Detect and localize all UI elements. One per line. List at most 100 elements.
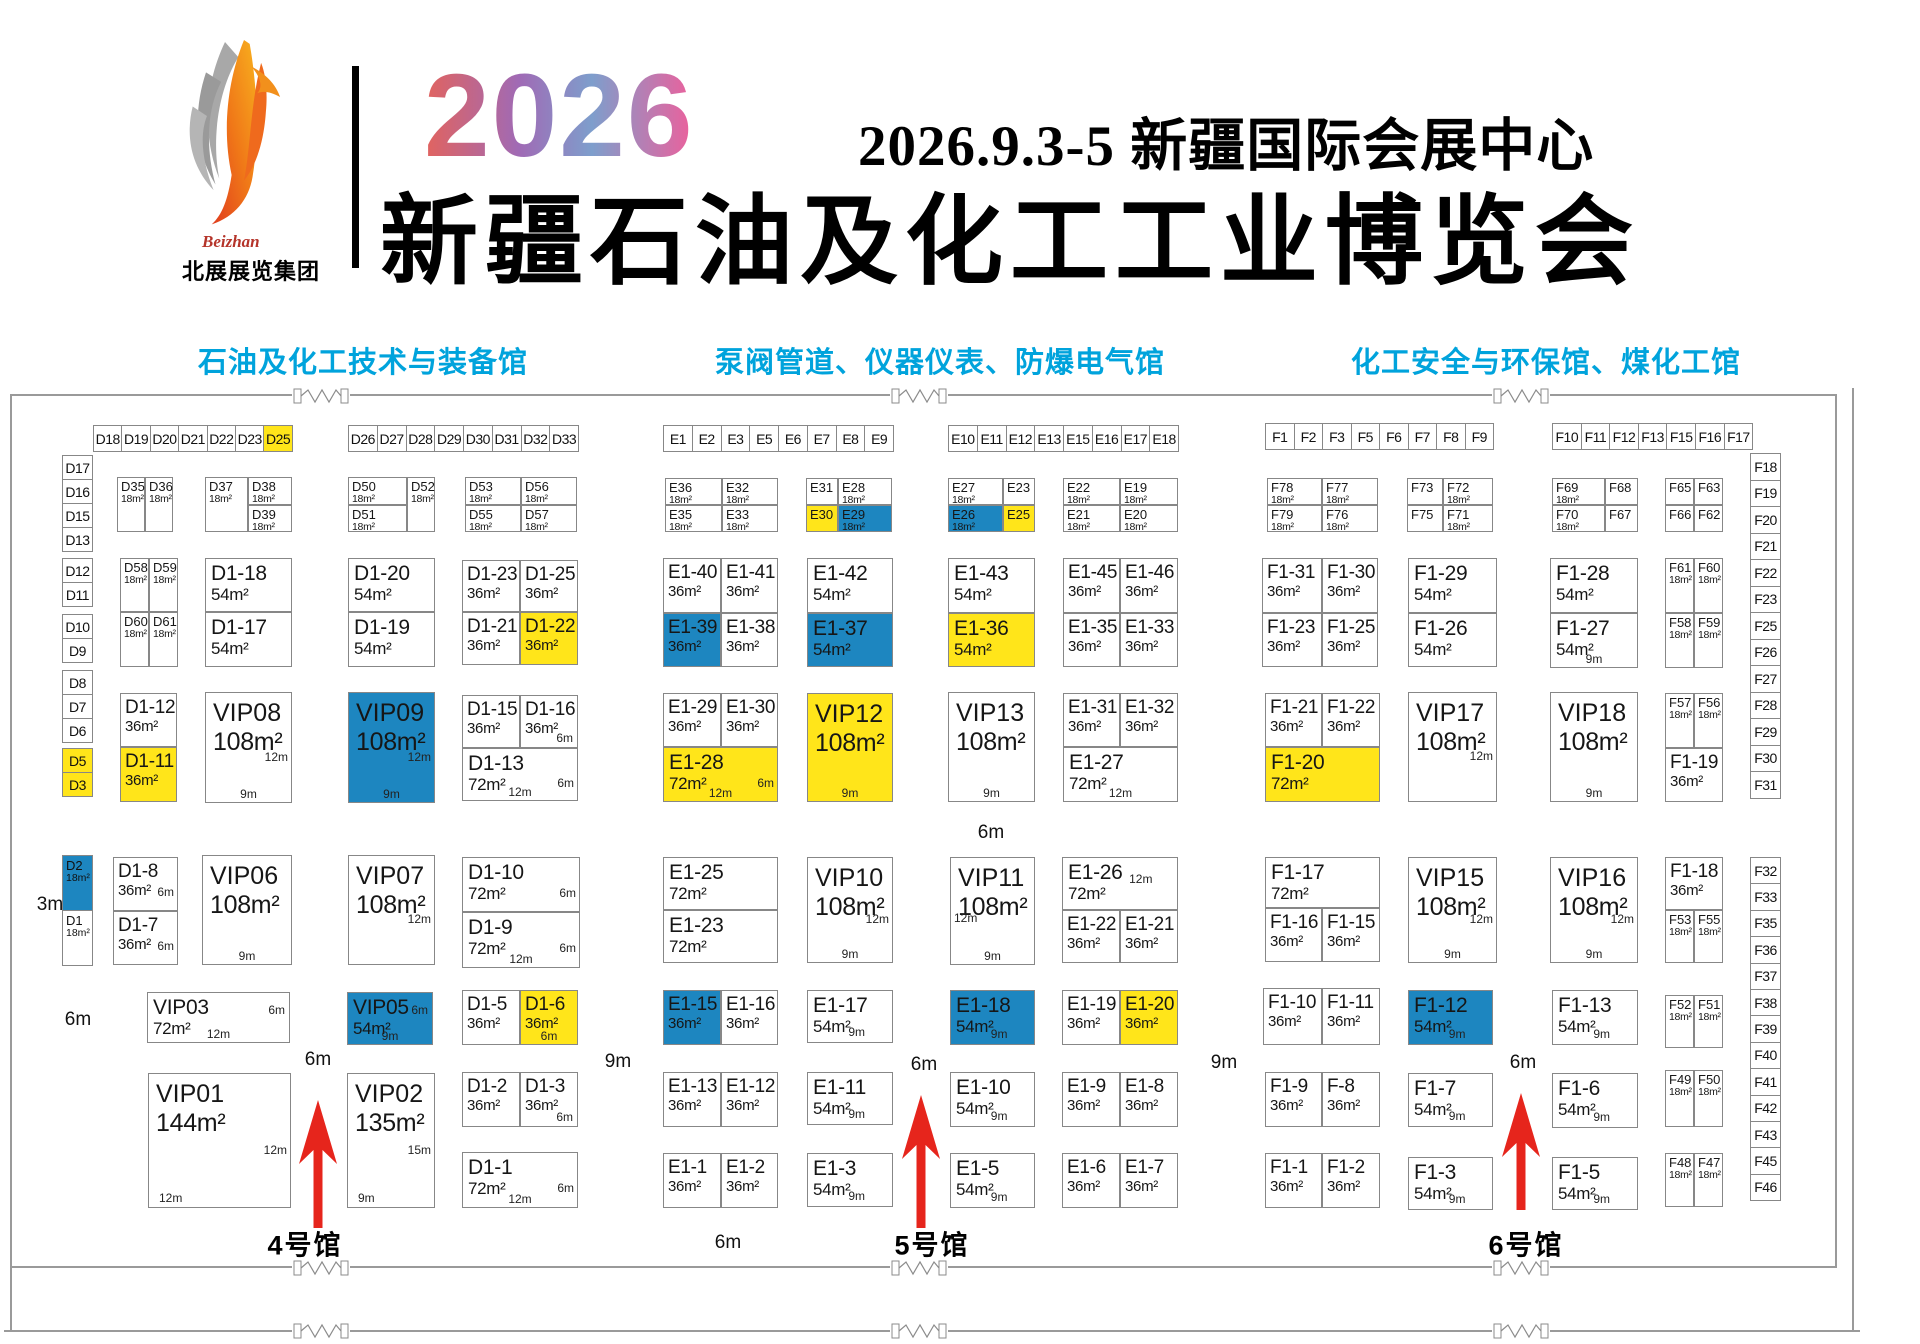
booth-id-label: VIP01: [156, 1080, 225, 1108]
booth-F55: F55 18m²: [1694, 910, 1723, 963]
booth-F1-29: F1-29 54m²: [1408, 558, 1497, 613]
cell-E11: E11: [976, 425, 1007, 452]
cell-F5: F5: [1350, 423, 1380, 450]
cell-E16: E16: [1091, 425, 1122, 452]
booth-id-label: E1-45: [1068, 562, 1118, 583]
booth-dim-label: 9m: [990, 1190, 1008, 1204]
logo-organization: 北展展览集团: [182, 259, 321, 284]
direction-arrow-icon: [1502, 1093, 1540, 1210]
booth-D1-22: D1-22 36m²: [520, 612, 578, 665]
booth-id-label: E22: [1067, 480, 1091, 495]
booth-id-label: E1-39: [668, 617, 718, 638]
booth-id-label: F1-10: [1268, 992, 1317, 1013]
booth-id-label: D1-11: [125, 751, 174, 772]
booth-E1-17: E1-17 54m² 9m: [807, 990, 893, 1043]
hall-name-label: 5号馆: [894, 1230, 970, 1261]
booth-D1-23: D1-23 36m²: [462, 560, 520, 612]
booth-dim-label: 12m: [1469, 749, 1493, 764]
booth-F50: F50 18m²: [1694, 1070, 1723, 1127]
booth-id-label: D50: [352, 479, 376, 494]
booth-id-label: F78: [1271, 480, 1294, 495]
booth-size-label: 18m²: [1271, 494, 1294, 506]
booth-id-label: D1-18: [211, 562, 267, 585]
booth-id-label: F1-28: [1556, 562, 1610, 585]
door-icon: [292, 1259, 350, 1277]
booth-id-label: F1-5: [1558, 1161, 1600, 1184]
booth-id-label: D1-7: [118, 915, 158, 936]
booth-D1-16: D1-16 36m² 6m: [520, 695, 578, 748]
booth-E1-20: E1-20 36m²: [1120, 990, 1178, 1045]
door-icon: [890, 1259, 948, 1277]
booth-dim-label: 6m: [556, 1110, 573, 1124]
booth-F1-22: F1-22 36m²: [1322, 693, 1380, 747]
booth-id-label: E1-42: [813, 562, 868, 585]
booth-id-label: F79: [1271, 507, 1294, 522]
booth-id-label: F1-22: [1327, 697, 1376, 718]
booth-E35: E35 18m²: [665, 505, 722, 533]
booth-id-label: VIP18: [1558, 699, 1627, 727]
booth-id-label: D1-23: [467, 564, 518, 585]
booth-dim-label: 12m: [1129, 872, 1153, 887]
booth-E20: E20 18m²: [1120, 505, 1178, 533]
booth-dim-label: 12m: [206, 1027, 231, 1041]
booth-id-label: D1-6: [525, 994, 565, 1015]
booth-dim-label: 9m: [984, 949, 1001, 963]
booth-id-label: D61: [153, 614, 177, 629]
cell-F21: F21: [1750, 532, 1781, 560]
wall-segment: [1852, 388, 1854, 1332]
booth-dim-label: 12m: [264, 749, 288, 764]
booth-size-label: 36m²: [726, 638, 759, 655]
booth-dim-label: 6m: [268, 1002, 285, 1017]
booth-id-label: E1-37: [813, 617, 868, 640]
booth-id-label: F51: [1698, 997, 1721, 1012]
booth-dim-label: 9m: [1448, 1027, 1466, 1041]
hall-section-label: 化工安全与环保馆、煤化工馆: [1350, 347, 1742, 379]
booth-id-label: F50: [1698, 1072, 1721, 1087]
booth-id-label: E1-43: [954, 562, 1009, 585]
booth-id-label: F60: [1698, 560, 1721, 575]
booth-id-label: VIP16: [1558, 864, 1627, 892]
booth-size-label: 54m²: [954, 585, 992, 604]
booth-dim-label: 9m: [841, 786, 859, 800]
booth-id-label: F1-27: [1556, 617, 1610, 640]
phoenix-logo-icon: [189, 40, 281, 225]
booth-id-label: F1-30: [1327, 562, 1376, 583]
booth-D1-20: D1-20 54m²: [348, 558, 435, 612]
aisle-dimension-label: 6m: [304, 1049, 332, 1070]
cell-D9: D9: [62, 638, 93, 663]
booth-id-label: E1-40: [668, 562, 718, 583]
cell-F36: F36: [1750, 936, 1781, 964]
cell-D17: D17: [62, 455, 93, 480]
booth-F61: F61 18m²: [1665, 558, 1694, 613]
cell-E18: E18: [1149, 425, 1179, 452]
booth-id-label: E1-15: [668, 994, 718, 1015]
booth-id-label: E33: [726, 507, 750, 522]
booth-id-label: F71: [1447, 507, 1470, 522]
booth-size-label: 54m²: [1556, 640, 1594, 659]
booth-dim-label: 12m: [1469, 912, 1493, 927]
booth-F67: F67: [1605, 505, 1638, 532]
booth-E1-10: E1-10 54m² 9m: [950, 1072, 1035, 1127]
booth-size-label: 18m²: [124, 628, 147, 640]
cell-F3: F3: [1322, 423, 1352, 450]
cell-D28: D28: [405, 425, 436, 452]
cell-D3: D3: [62, 772, 93, 797]
booth-dim-label: 6m: [559, 941, 576, 956]
booth-id-label: E20: [1124, 507, 1148, 522]
cell-D25: D25: [263, 425, 293, 452]
cell-F35: F35: [1750, 909, 1781, 938]
booth-id-label: D1-1: [468, 1156, 513, 1179]
booth-E30: E30: [806, 505, 838, 532]
booth-size-label: 36m²: [1327, 1013, 1360, 1030]
booth-size-label: 36m²: [118, 936, 151, 953]
booth-D38: D38 18m²: [248, 477, 292, 505]
booth-id-label: D1-3: [525, 1076, 565, 1097]
booth-id-label: E1-18: [956, 994, 1011, 1017]
booth-id-label: E1-25: [669, 861, 724, 884]
booth-size-label: 36m²: [1068, 583, 1101, 600]
booth-F66: F66: [1665, 505, 1694, 532]
booth-size-label: 36m²: [1068, 718, 1101, 735]
booth-id-label: E21: [1067, 507, 1091, 522]
booth-id-label: E1-33: [1125, 617, 1175, 638]
booth-F1-3: F1-3 54m² 9m: [1408, 1157, 1493, 1210]
